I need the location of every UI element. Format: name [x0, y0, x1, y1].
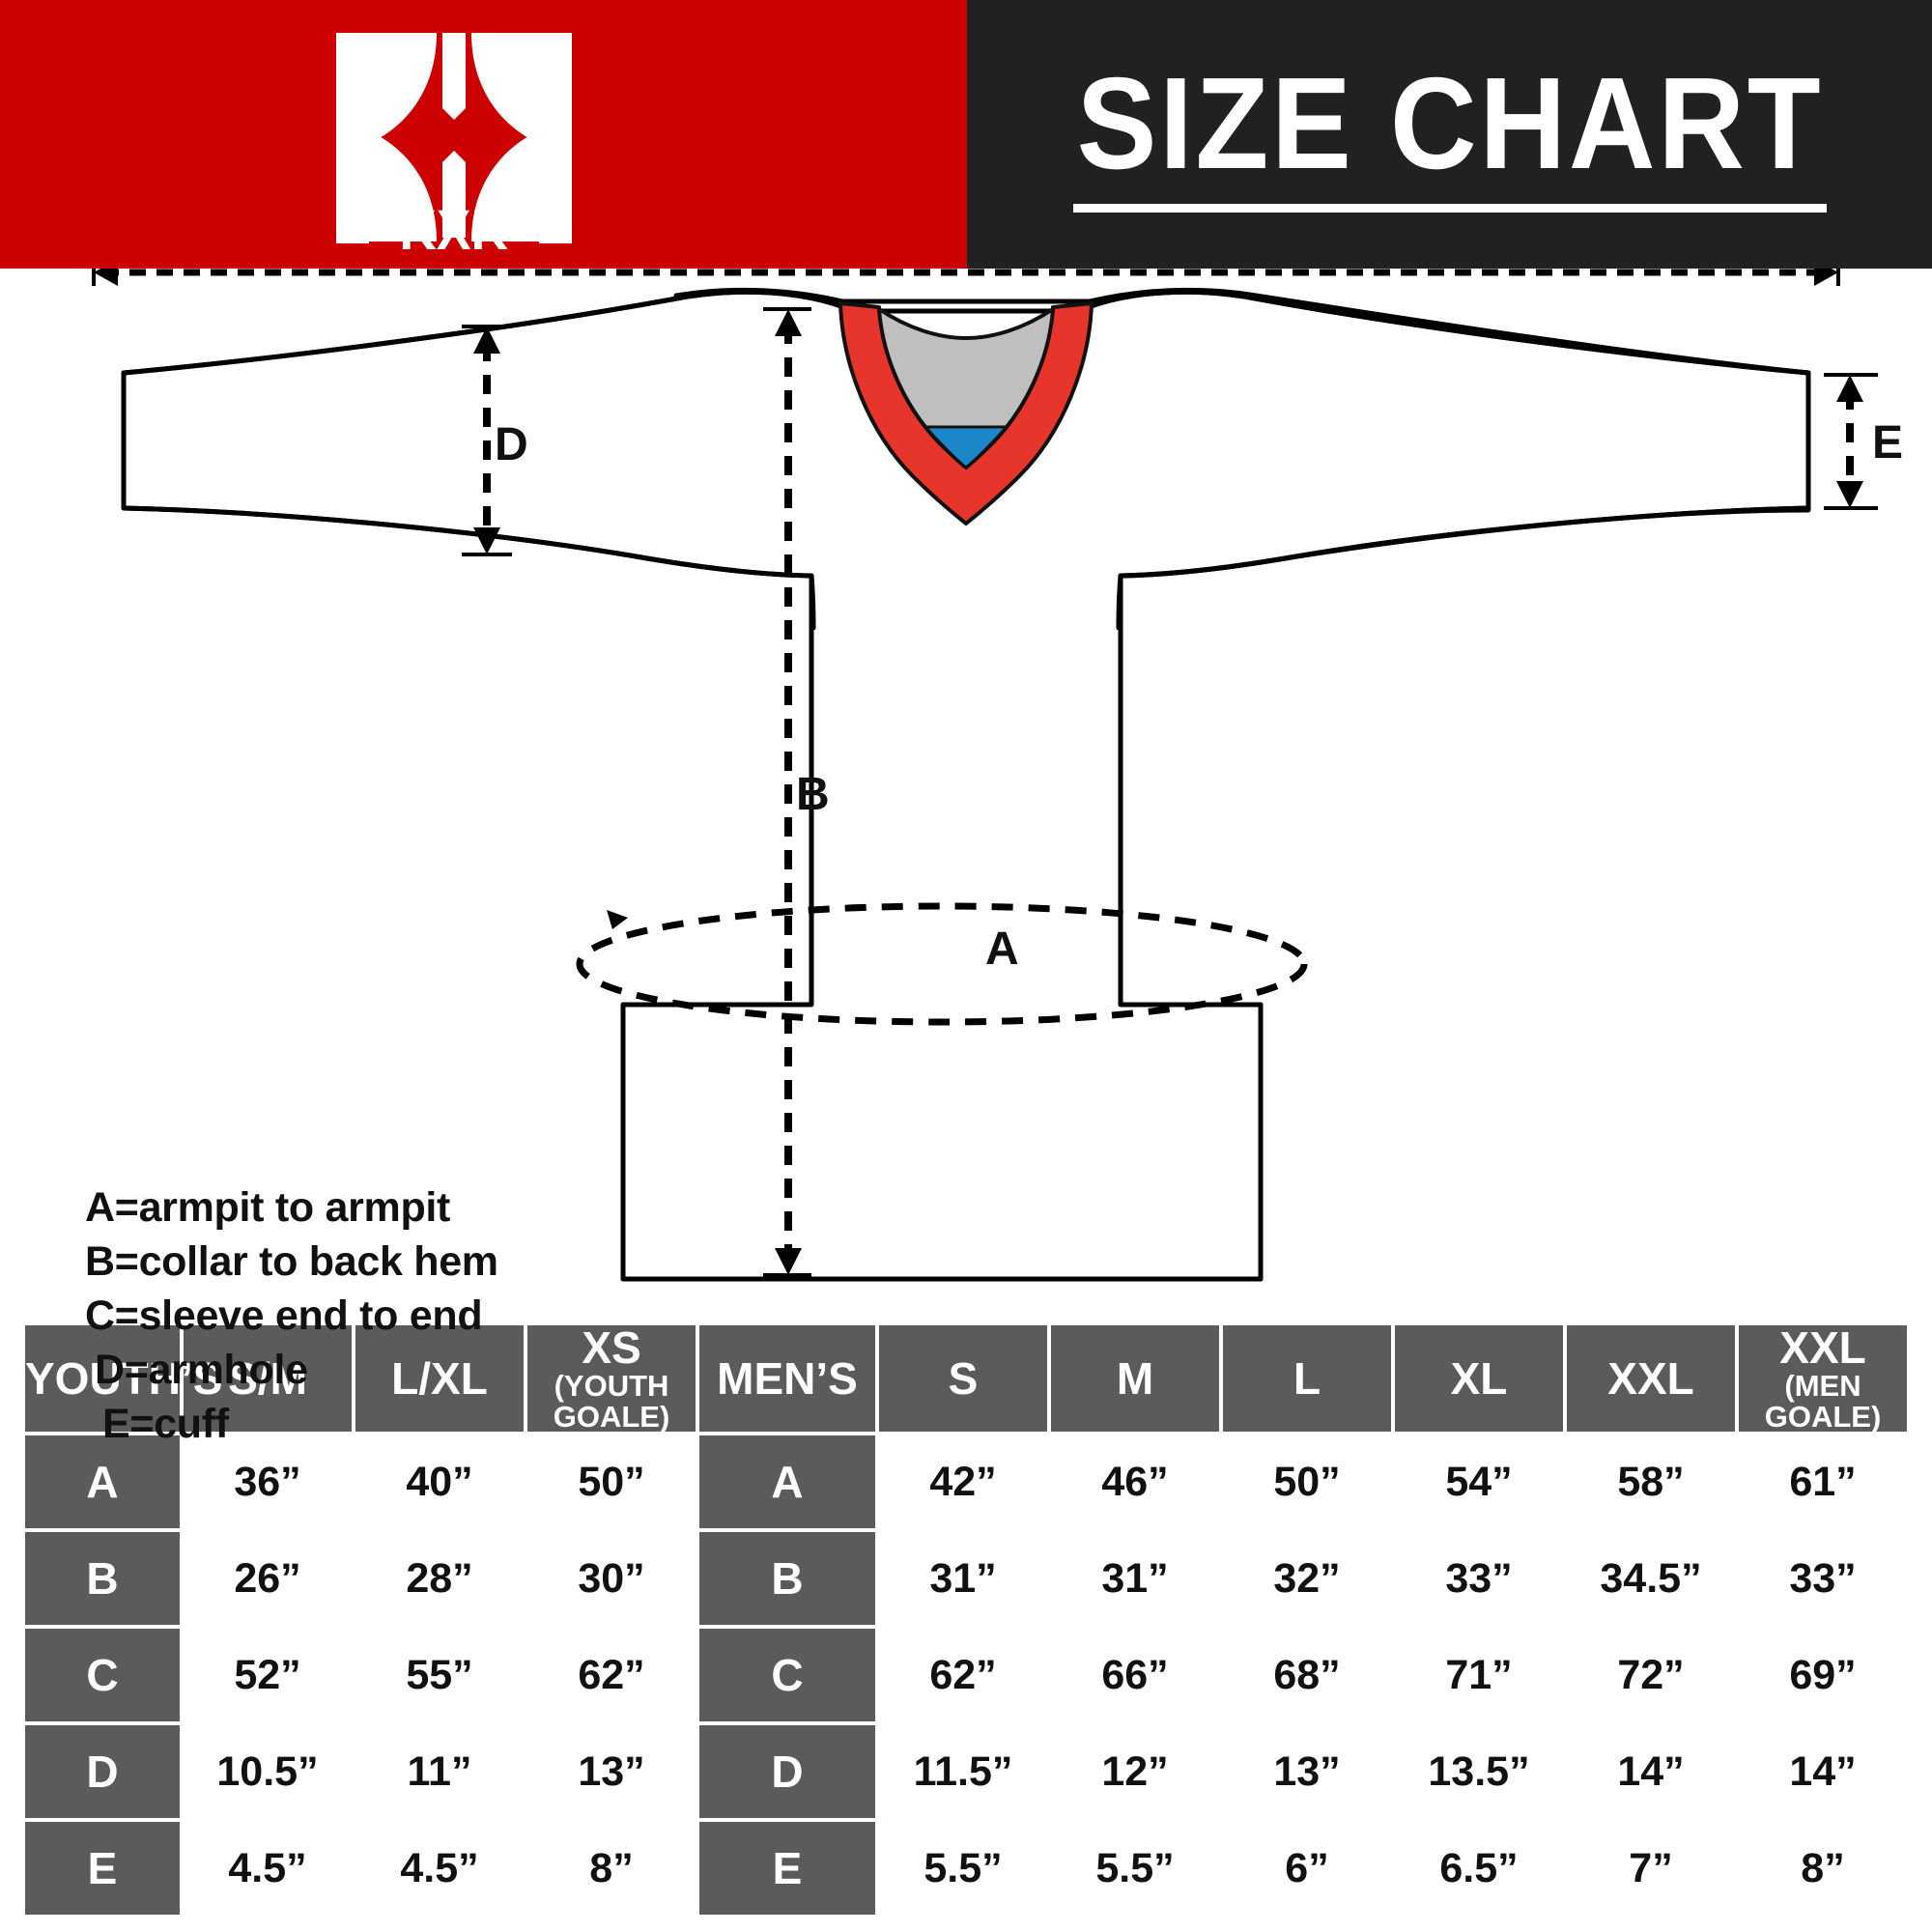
cell-mens-a-xxlg: 61”: [1739, 1435, 1907, 1529]
title-underline: [1072, 203, 1827, 213]
collar-accent-triangle: [922, 425, 1010, 469]
cell-mens-c-s: 62”: [879, 1629, 1047, 1722]
header-mens-xxl: XXL: [1567, 1325, 1735, 1433]
cell-mens-b-xxlg: 33”: [1739, 1532, 1907, 1626]
legend-line-a: A=armpit to armpit: [85, 1184, 451, 1231]
dimension-label-b: B: [796, 769, 830, 820]
header-dark-band: [967, 0, 1932, 269]
cell-youth-a-xs: 50”: [527, 1435, 696, 1529]
row-label-a-youth: A: [25, 1435, 180, 1529]
cell-mens-c-l: 68”: [1223, 1629, 1391, 1722]
cell-youth-e-sm: 4.5”: [184, 1822, 352, 1916]
cell-mens-d-l: 13”: [1223, 1725, 1391, 1819]
cell-mens-e-l: 6”: [1223, 1822, 1391, 1916]
legend-block: A=armpit to armpit B=collar to back hem …: [85, 1181, 498, 1451]
cell-mens-a-xxl: 58”: [1567, 1435, 1735, 1529]
header-mens-xl: XL: [1395, 1325, 1563, 1433]
table-row: B 26” 28” 30” B 31” 31” 32” 33” 34.5” 33…: [25, 1532, 1907, 1626]
dimension-e-arrow: [1824, 373, 1878, 510]
cell-mens-a-l: 50”: [1223, 1435, 1391, 1529]
dimension-label-e: E: [1872, 417, 1903, 469]
cell-mens-e-xxlg: 8”: [1739, 1822, 1907, 1916]
row-label-d-mens: D: [699, 1725, 875, 1819]
cell-mens-c-xl: 71”: [1395, 1629, 1563, 1722]
cell-mens-a-m: 46”: [1051, 1435, 1219, 1529]
dimension-d-arrow: [462, 325, 512, 556]
row-label-c-mens: C: [699, 1629, 875, 1722]
legend-line-b: B=collar to back hem: [85, 1237, 498, 1285]
row-label-b-mens: B: [699, 1532, 875, 1626]
cell-mens-d-xxl: 14”: [1567, 1725, 1735, 1819]
cell-youth-d-lxl: 11”: [355, 1725, 524, 1819]
kxk-hourglass-logo-icon: KXK: [328, 19, 580, 251]
dimension-label-d: D: [495, 419, 528, 470]
row-label-b-youth: B: [25, 1532, 180, 1626]
header-youth-lxl: L/XL: [355, 1325, 524, 1433]
jersey-diagram: C: [0, 269, 1932, 1447]
cell-mens-e-xl: 6.5”: [1395, 1822, 1563, 1916]
cell-mens-c-xxlg: 69”: [1739, 1629, 1907, 1722]
cell-mens-a-xl: 54”: [1395, 1435, 1563, 1529]
header-mens-m: M: [1051, 1325, 1219, 1433]
legend-line-d: D=armhole: [95, 1346, 308, 1393]
cell-youth-b-lxl: 28”: [355, 1532, 524, 1626]
table-row: D 10.5” 11” 13” D 11.5” 12” 13” 13.5” 14…: [25, 1725, 1907, 1819]
legend-line-c: C=sleeve end to end: [85, 1292, 483, 1339]
size-table-zone: YOUTH’S S/M L/XL XS (YOUTH GOALE) MEN’S …: [21, 1321, 1911, 1916]
cell-mens-d-s: 11.5”: [879, 1725, 1047, 1819]
cell-mens-e-xxl: 7”: [1567, 1822, 1735, 1916]
legend-line-e: E=cuff: [102, 1400, 229, 1447]
cell-youth-c-xs: 62”: [527, 1629, 696, 1722]
row-label-e-youth: E: [25, 1822, 180, 1916]
cell-youth-a-lxl: 40”: [355, 1435, 524, 1529]
cell-youth-e-xs: 8”: [527, 1822, 696, 1916]
cell-youth-b-xs: 30”: [527, 1532, 696, 1626]
cell-mens-b-l: 32”: [1223, 1532, 1391, 1626]
cell-mens-e-m: 5.5”: [1051, 1822, 1219, 1916]
cell-youth-d-sm: 10.5”: [184, 1725, 352, 1819]
header-mens-xxl-goalie: XXL (MEN GOALE): [1739, 1325, 1907, 1433]
cell-mens-c-m: 66”: [1051, 1629, 1219, 1722]
table-row: E 4.5” 4.5” 8” E 5.5” 5.5” 6” 6.5” 7” 8”: [25, 1822, 1907, 1916]
header-youth-sm: S/M: [184, 1325, 352, 1433]
dimension-label-a: A: [985, 923, 1019, 975]
svg-text:KXK: KXK: [399, 199, 508, 251]
header-mens-l: L: [1223, 1325, 1391, 1433]
header-mens-s: S: [879, 1325, 1047, 1433]
page-title: SIZE CHART: [1076, 50, 1823, 197]
cell-youth-c-sm: 52”: [184, 1629, 352, 1722]
size-table: YOUTH’S S/M L/XL XS (YOUTH GOALE) MEN’S …: [21, 1321, 1911, 1918]
table-row: A 36” 40” 50” A 42” 46” 50” 54” 58” 61”: [25, 1435, 1907, 1529]
row-label-c-youth: C: [25, 1629, 180, 1722]
table-row: C 52” 55” 62” C 62” 66” 68” 71” 72” 69”: [25, 1629, 1907, 1722]
cell-mens-d-xl: 13.5”: [1395, 1725, 1563, 1819]
cell-mens-b-s: 31”: [879, 1532, 1047, 1626]
cell-youth-a-sm: 36”: [184, 1435, 352, 1529]
cell-youth-e-lxl: 4.5”: [355, 1822, 524, 1916]
dimension-c-arrow: [92, 269, 1840, 286]
cell-mens-d-m: 12”: [1051, 1725, 1219, 1819]
cell-youth-c-lxl: 55”: [355, 1629, 524, 1722]
cell-mens-b-xl: 33”: [1395, 1532, 1563, 1626]
cell-mens-c-xxl: 72”: [1567, 1629, 1735, 1722]
row-label-a-mens: A: [699, 1435, 875, 1529]
page-title-block: SIZE CHART: [967, 0, 1932, 269]
cell-mens-b-m: 31”: [1051, 1532, 1219, 1626]
row-label-e-mens: E: [699, 1822, 875, 1916]
row-label-d-youth: D: [25, 1725, 180, 1819]
cell-youth-d-xs: 13”: [527, 1725, 696, 1819]
page-header: KXK SIZE CHART: [0, 0, 1932, 269]
table-header-row: YOUTH’S S/M L/XL XS (YOUTH GOALE) MEN’S …: [25, 1325, 1907, 1433]
collar-group: [838, 301, 1094, 526]
dimension-a-ellipse: [576, 902, 1308, 1026]
dimension-b-arrow: [763, 307, 811, 1277]
cell-mens-d-xxlg: 14”: [1739, 1725, 1907, 1819]
header-youth-xs-goalie: XS (YOUTH GOALE): [527, 1325, 696, 1433]
cell-mens-e-s: 5.5”: [879, 1822, 1047, 1916]
header-mens: MEN’S: [699, 1325, 875, 1433]
cell-mens-b-xxl: 34.5”: [1567, 1532, 1735, 1626]
cell-youth-b-sm: 26”: [184, 1532, 352, 1626]
cell-mens-a-s: 42”: [879, 1435, 1047, 1529]
